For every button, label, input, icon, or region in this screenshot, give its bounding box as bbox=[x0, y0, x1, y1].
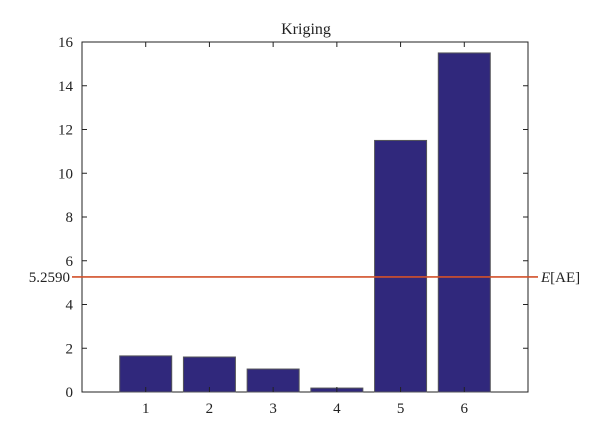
bar bbox=[182, 356, 236, 393]
reference-name-label: E[AE] bbox=[540, 270, 580, 286]
x-tick-label: 2 bbox=[206, 401, 214, 417]
y-tick-label: 4 bbox=[66, 298, 74, 314]
y-tick-label: 6 bbox=[66, 254, 74, 270]
chart-title: Kriging bbox=[281, 21, 331, 38]
x-tick-label: 1 bbox=[142, 401, 150, 417]
y-tick-label: 10 bbox=[58, 166, 73, 182]
x-tick-label: 6 bbox=[461, 401, 469, 417]
bar bbox=[437, 52, 491, 393]
x-tick-label: 5 bbox=[397, 401, 405, 417]
reference-name-prefix: E bbox=[540, 270, 550, 286]
y-tick-label: 0 bbox=[66, 385, 74, 401]
y-tick-label: 8 bbox=[66, 210, 74, 226]
bar bbox=[374, 139, 428, 393]
bar bbox=[119, 355, 173, 393]
y-tick-label: 2 bbox=[66, 341, 74, 357]
y-tick-label: 16 bbox=[58, 35, 74, 51]
reference-value-label: 5.2590 bbox=[29, 270, 70, 286]
x-tick-label: 4 bbox=[333, 401, 341, 417]
reference-name-suffix: [AE] bbox=[550, 270, 580, 286]
y-tick-label: 12 bbox=[58, 123, 73, 139]
y-tick-label: 14 bbox=[58, 79, 74, 95]
x-tick-label: 3 bbox=[269, 401, 277, 417]
